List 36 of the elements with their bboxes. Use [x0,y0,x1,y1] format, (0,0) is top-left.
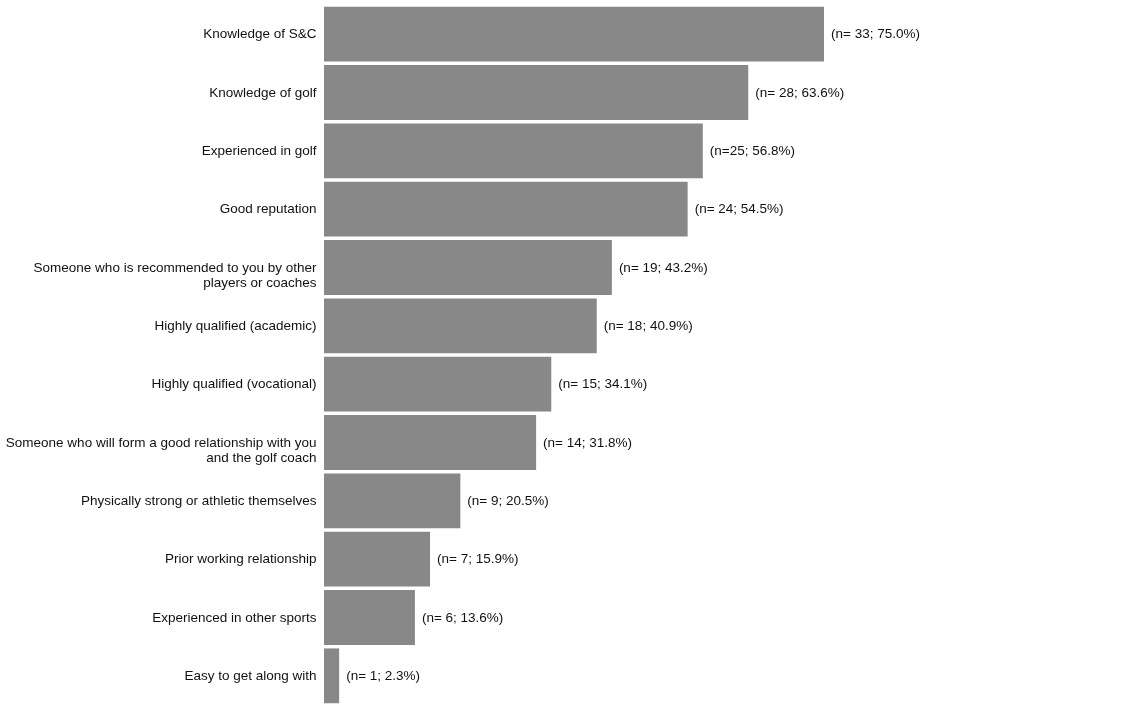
bar [324,181,688,237]
y-tick-label: Highly qualified (academic) [154,317,317,333]
bar [324,240,612,295]
bar [324,123,703,179]
bar [324,298,597,354]
data-label: (n= 19; 43.2%) [618,259,708,275]
y-tick-label: Good reputation [219,201,317,217]
bar [324,590,415,645]
y-tick-label: Someone who is recommended to you by other players or coaches [33,259,317,290]
y-tick-label: Knowledge of S&C [203,26,317,42]
data-label: (n=25; 56.8%) [709,142,795,158]
bar [324,415,537,470]
data-label: (n= 18; 40.9%) [603,317,693,333]
data-label: (n= 6; 13.6%) [421,609,504,625]
y-tick-label: Experienced in other sports [152,609,317,625]
bar [324,356,552,412]
data-label: (n= 24; 54.5%) [694,201,784,217]
data-label: (n= 1; 2.3%) [346,667,421,683]
bar [324,65,749,120]
bar [324,648,340,704]
y-tick-label: Physically strong or athletic themselves [80,492,317,508]
data-label: (n= 33; 75.0%) [831,26,920,42]
y-tick-label: Experienced in golf [201,142,317,158]
data-label: (n= 14; 31.8%) [543,434,633,450]
y-tick-label: Someone who will form a good relationship with you and the golf coach [5,434,317,465]
data-label: (n= 9; 20.5%) [467,492,549,508]
bar [324,6,824,62]
y-tick-label: Knowledge of golf [209,84,317,100]
y-tick-label: Highly qualified (vocational) [151,376,317,392]
data-label: (n= 7; 15.9%) [437,551,519,567]
y-tick-label: Prior working relationship [164,551,317,567]
data-label: (n= 28; 63.6%) [755,84,845,100]
y-tick-label: Easy to get along with [184,667,317,683]
bar [324,473,461,529]
data-label: (n= 15; 34.1%) [558,376,648,392]
bar [324,531,431,587]
